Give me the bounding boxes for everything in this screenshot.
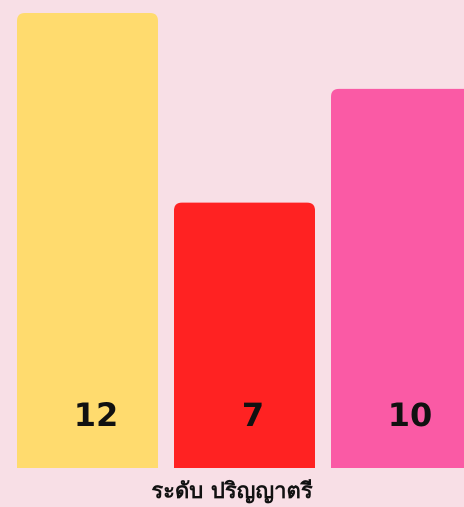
bar bbox=[17, 13, 158, 468]
value-label: 10 bbox=[388, 396, 433, 434]
value-label: 7 bbox=[242, 396, 264, 434]
bar bbox=[331, 88, 464, 468]
x-axis-label: ระดับ ปริญญาตรี bbox=[151, 479, 312, 504]
value-label: 12 bbox=[74, 396, 119, 434]
bar bbox=[174, 202, 315, 469]
